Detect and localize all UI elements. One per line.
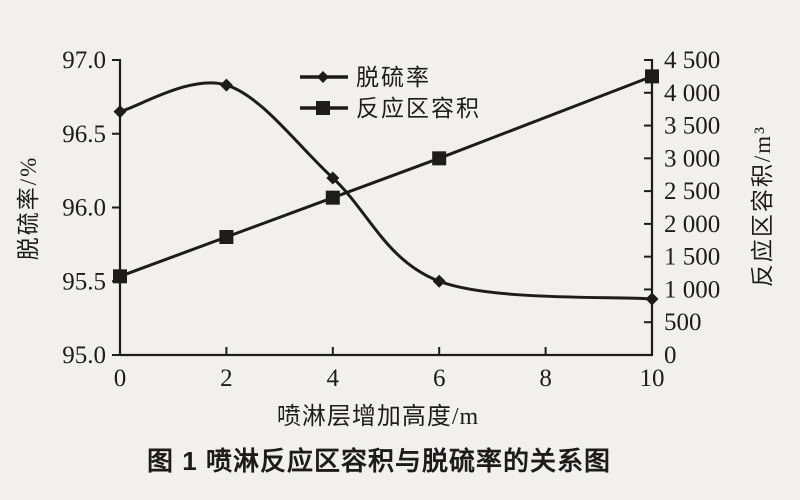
x-tick-label: 0 — [114, 365, 127, 392]
series — [113, 69, 659, 306]
x-tick-label: 6 — [433, 365, 446, 392]
diamond-marker — [219, 78, 233, 92]
left-tick-label: 95.0 — [62, 342, 106, 369]
series-desulfurization-line — [119, 81, 653, 301]
left-axis-title: 脱硫率/% — [16, 156, 41, 261]
square-marker — [219, 230, 234, 244]
legend-entry: 脱硫率 — [300, 65, 431, 90]
left-tick-label: 95.5 — [62, 268, 106, 295]
left-tick-label: 97.0 — [62, 47, 106, 74]
x-tick-label: 4 — [327, 365, 340, 392]
figure-caption: 图 1 喷淋反应区容积与脱硫率的关系图 — [147, 446, 611, 476]
x-tick-label: 10 — [640, 365, 665, 392]
x-tick-label: 8 — [539, 365, 552, 392]
square-marker — [432, 151, 447, 166]
left-tick-label: 96.5 — [62, 121, 106, 148]
right-axis-title: 反应区容积/m³ — [750, 125, 775, 287]
right-tick-label: 1 500 — [664, 244, 720, 271]
square-marker — [325, 190, 340, 205]
right-tick-label: 0 — [664, 342, 677, 369]
diamond-marker — [326, 171, 340, 185]
left-tick-label: 96.0 — [62, 195, 106, 222]
axes: 95.0 95.5 96.0 96.5 97.0 0 500 1 000 1 500 2 000 2… — [16, 47, 775, 430]
diamond-marker — [113, 105, 127, 119]
square-marker — [645, 69, 659, 84]
legend-label: 脱硫率 — [356, 65, 431, 90]
legend-entry: 反应区容积 — [300, 96, 481, 121]
chart-canvas: 95.0 95.5 96.0 96.5 97.0 0 500 1 000 1 500 2 000 2… — [16, 47, 775, 430]
right-tick-label: 2 000 — [664, 211, 720, 238]
right-tick-label: 4 000 — [664, 80, 720, 107]
legend-square-marker — [316, 101, 330, 115]
legend-label: 反应区容积 — [356, 96, 481, 121]
x-tick-label: 2 — [220, 365, 233, 392]
diamond-marker — [645, 292, 659, 306]
square-marker — [113, 269, 127, 284]
right-tick-label: 1 000 — [664, 276, 720, 303]
x-axis-title: 喷淋层增加高度/m — [277, 403, 479, 430]
right-tick-label: 4 500 — [664, 47, 720, 74]
diamond-marker — [432, 274, 446, 288]
right-tick-label: 2 500 — [664, 178, 720, 205]
right-tick-label: 3 500 — [664, 113, 720, 140]
right-tick-label: 500 — [664, 309, 702, 336]
right-tick-label: 3 000 — [664, 145, 720, 172]
legend-diamond-marker — [317, 71, 329, 83]
